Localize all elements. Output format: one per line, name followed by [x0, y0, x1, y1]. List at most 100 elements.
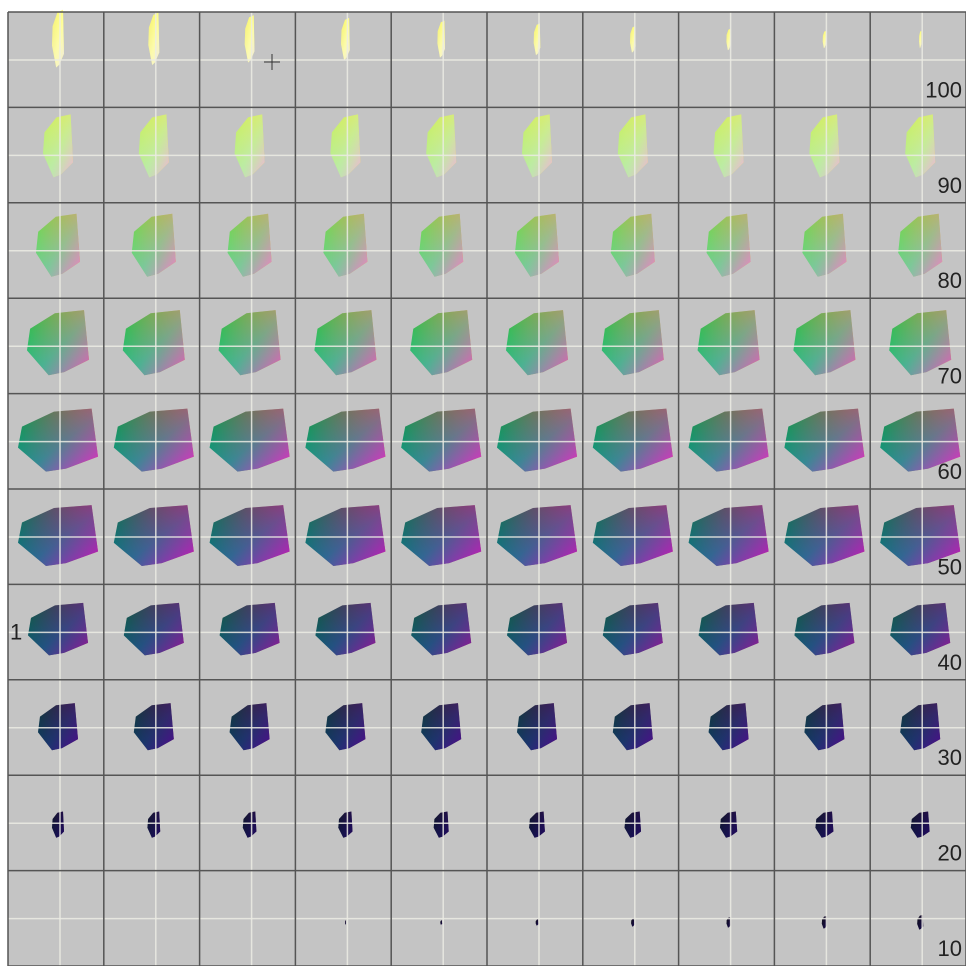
gamut-slice-shade: [617, 114, 648, 178]
gamut-slice-shade: [898, 213, 943, 277]
gamut-slice-shade: [601, 310, 664, 376]
gamut-slice-shade: [698, 602, 759, 656]
row-label: 10: [938, 936, 962, 961]
labels: 100 90 80 70 60 50 40 30 20 10 1: [10, 77, 962, 961]
gamut-slice-shade: [713, 114, 744, 178]
gamut-slice-shade: [18, 408, 98, 472]
gamut-slice-shade: [122, 310, 185, 376]
cursor: [264, 54, 280, 70]
gamut-slice-shade: [229, 703, 270, 751]
gamut-slice-shade: [720, 811, 738, 838]
gamut-slice-shade: [905, 114, 936, 178]
gamut-slice-shade: [138, 114, 169, 178]
gamut-slice-shade: [305, 505, 386, 566]
gamut-slice-shade: [688, 505, 769, 566]
gamut-slice-shade: [123, 602, 184, 656]
grid-lines: [7, 11, 966, 966]
gamut-slice-shade: [27, 310, 89, 376]
gamut-slice-shade: [401, 408, 482, 472]
gamut-slice-shade: [602, 602, 663, 656]
gamut-slice-shade: [880, 505, 961, 566]
gamut-slice-shade: [38, 703, 78, 751]
gamut-slice-shade: [697, 310, 760, 376]
gamut-slice-shade: [815, 811, 834, 838]
gamut-slice-shade: [314, 310, 377, 376]
gamut-slice-shade: [507, 602, 567, 656]
gamut-slice-shade: [612, 703, 653, 751]
cells: [8, 9, 966, 966]
gamut-slice-shade: [804, 703, 845, 751]
gamut-slice-shade: [227, 213, 272, 277]
gamut-slice-shade: [209, 505, 290, 566]
row-label: 100: [925, 77, 962, 102]
gamut-slice-shade: [242, 811, 257, 838]
gamut-slice-shade: [889, 310, 952, 376]
gamut-slice-shade: [610, 213, 655, 277]
gamut-slice-shade: [426, 114, 457, 178]
gamut-slice-shade: [330, 114, 361, 178]
row-label: 70: [938, 364, 962, 389]
gamut-slice-shade: [305, 408, 386, 472]
row-label: 60: [938, 459, 962, 484]
gamut-slice-shade: [419, 213, 464, 277]
gamut-slice-shade: [209, 408, 290, 472]
side-label: 1: [10, 619, 22, 644]
row-label: 30: [938, 745, 962, 770]
row-label: 90: [938, 173, 962, 198]
gamut-slice-shade: [410, 310, 473, 376]
gamut-slice-shade: [592, 408, 673, 472]
gamut-slice-shade: [113, 505, 194, 566]
gamut-slice-shade: [421, 703, 462, 751]
gamut-slice-shade: [688, 408, 769, 472]
gamut-slice-shade: [401, 505, 482, 566]
gamut-slice-shade: [793, 310, 856, 376]
gamut-slice-shade: [890, 602, 951, 656]
gamut-slice-shade: [133, 703, 174, 751]
gamut-slice-shade: [497, 408, 577, 472]
gamut-slice-shade: [28, 602, 88, 656]
gamut-slice-shade: [433, 811, 449, 838]
gamut-slice-shade: [234, 114, 265, 178]
row-label: 80: [938, 268, 962, 293]
gamut-slice-shade: [131, 213, 176, 277]
gamut-slice-shade: [822, 30, 827, 49]
gamut-slice-shade: [522, 114, 552, 178]
gamut-slice-shade: [218, 310, 281, 376]
gamut-slice-shade: [726, 28, 731, 51]
gamut-slice-shade: [784, 505, 865, 566]
gamut-slice-shade: [624, 811, 641, 838]
gamut-slice-shade: [325, 703, 366, 751]
gamut-slice-shade: [338, 811, 353, 838]
gamut-slice-shade: [147, 811, 161, 838]
gamut-slice-shade: [18, 505, 98, 566]
gamut-slice-shade: [411, 602, 472, 656]
gamut-slice-shade: [726, 917, 731, 928]
gamut-slice-shade: [592, 505, 673, 566]
gamut-slice-shade: [880, 408, 961, 472]
gamut-slice-shade: [52, 9, 64, 68]
gamut-slice-shade: [910, 811, 930, 838]
row-label: 40: [938, 650, 962, 675]
gamut-slice-shade: [802, 213, 847, 277]
gamut-slice-shade: [794, 602, 855, 656]
gamut-slice-shade: [113, 408, 194, 472]
gamut-slice-shade: [315, 602, 376, 656]
gamut-slice-shade: [706, 213, 751, 277]
gamut-slice-shade: [529, 811, 545, 838]
gamut-slice-shade: [515, 213, 559, 277]
gamut-slice-shade: [809, 114, 840, 178]
gamut-slice-shade: [631, 918, 635, 927]
gamut-slice-shade: [323, 213, 368, 277]
gamut-slice-shade: [535, 919, 539, 926]
gamut-slice-shade: [43, 114, 73, 178]
gamut-slice-shade: [784, 408, 865, 472]
gamut-slice-shade: [219, 602, 280, 656]
gamut-slice-shade: [52, 811, 64, 838]
gamut-slice-shade: [506, 310, 568, 376]
gamut-slice-shade: [345, 920, 346, 925]
gamut-slice-shade: [517, 703, 557, 751]
gamut-slice-shade: [36, 213, 80, 277]
gamut-slice-shade: [919, 30, 922, 49]
gamut-slice-shade: [497, 505, 577, 566]
